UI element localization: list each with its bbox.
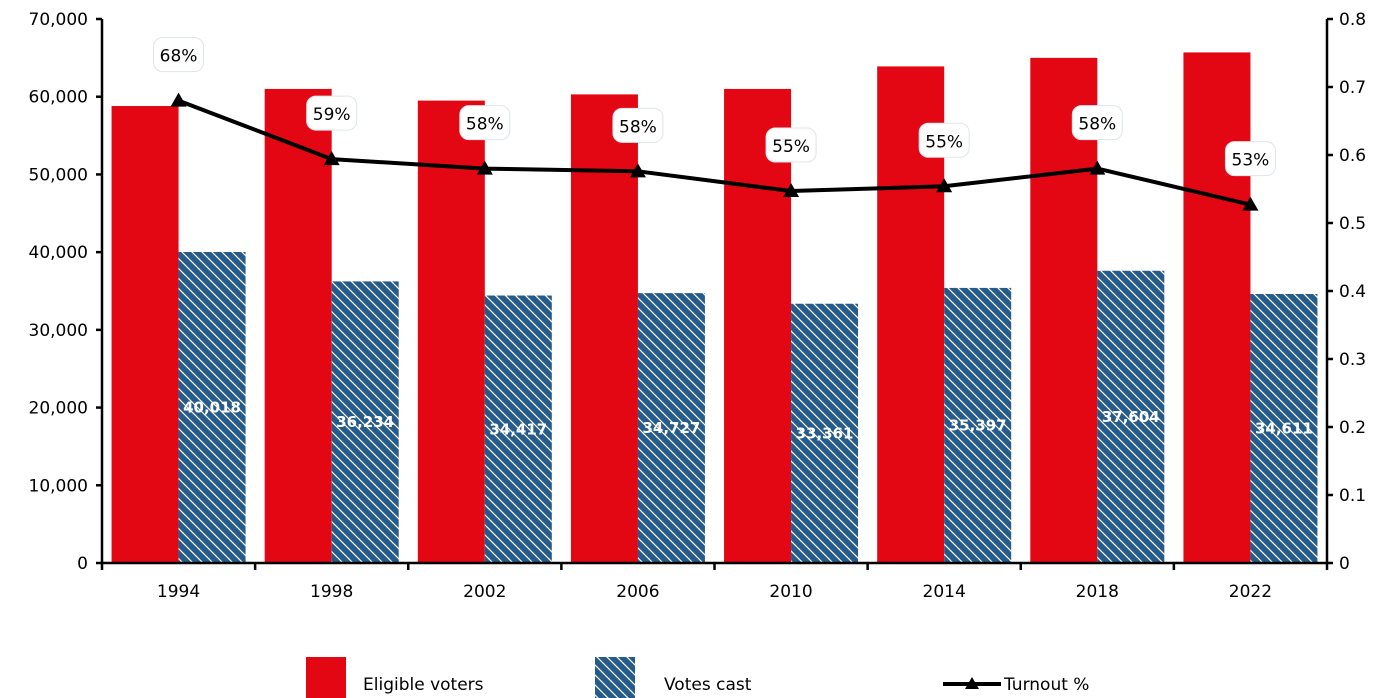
right-tick-label: 0.5	[1339, 214, 1366, 234]
x-tick-label: 1994	[157, 582, 200, 602]
turnout-data-label: 55%	[772, 137, 810, 157]
turnout-marker	[1242, 196, 1259, 211]
turnout-line	[177, 98, 1251, 207]
turnout-marker	[629, 163, 646, 178]
votes-cast-data-label: 37,604	[1102, 408, 1160, 426]
x-tick-label: 2018	[1076, 582, 1119, 602]
left-tick-label: 70,000	[29, 10, 88, 30]
left-tick-label: 50,000	[29, 165, 88, 185]
turnout-marker	[783, 183, 800, 198]
right-tick-label: 0.8	[1339, 10, 1366, 30]
legend-marker-turnout	[965, 677, 979, 689]
turnout-data-label: 68%	[160, 47, 198, 67]
votes-cast-bar	[637, 293, 705, 563]
votes-cast-data-label: 33,361	[796, 424, 854, 442]
eligible-voters-bar	[724, 88, 792, 563]
votes-cast-data-label: 36,234	[336, 413, 394, 431]
legend: Eligible voters Votes cast Turnout %	[306, 657, 1089, 698]
right-tick-label: 0.4	[1339, 282, 1366, 302]
turnout-data-label: 55%	[925, 132, 963, 152]
right-tick-label: 0.3	[1339, 350, 1366, 370]
x-tick-label: 2010	[769, 582, 812, 602]
votes-cast-bar	[178, 252, 246, 563]
eligible-voters-bar	[417, 100, 485, 563]
votes-cast-data-label: 34,727	[642, 419, 700, 437]
right-tick-label: 0	[1339, 554, 1350, 574]
votes-cast-bar	[1250, 294, 1318, 563]
left-tick-label: 30,000	[29, 321, 88, 341]
legend-swatch-votes	[595, 657, 635, 698]
votes-cast-data-label: 34,417	[489, 420, 547, 438]
x-tick-label: 2006	[616, 582, 659, 602]
turnout-data-label: 58%	[466, 115, 504, 135]
votes-cast-data-label: 35,397	[949, 416, 1007, 434]
left-tick-label: 60,000	[29, 88, 88, 108]
turnout-label-box	[306, 95, 358, 131]
votes-cast-bar	[331, 281, 399, 563]
eligible-voters-bar	[1183, 52, 1251, 563]
turnout-marker	[323, 151, 340, 166]
x-tick-label: 2022	[1229, 582, 1272, 602]
left-tick-label: 40,000	[29, 243, 88, 263]
axes-layer: 0 10,000 20,000 30,000 40,000 50,000 60,000 70,…	[29, 10, 1367, 602]
votes-cast-data-label: 40,018	[183, 399, 241, 417]
turnout-data-label: 59%	[313, 105, 351, 125]
turnout-data-label: 58%	[619, 117, 657, 137]
x-tick-label: 2002	[463, 582, 506, 602]
turnout-marker	[1089, 160, 1106, 175]
legend-label-votes: Votes cast	[664, 675, 752, 695]
eligible-voters-bar	[570, 94, 638, 563]
turnout-label-box	[1071, 105, 1123, 141]
turnout-label-box	[765, 127, 817, 163]
right-tick-label: 0.1	[1339, 486, 1366, 506]
right-tick-label: 0.6	[1339, 146, 1366, 166]
votes-cast-data-label: 34,611	[1255, 420, 1313, 438]
turnout-label-box	[918, 122, 970, 158]
bars-layer	[111, 52, 1318, 564]
votes-cast-bar	[944, 287, 1012, 563]
eligible-voters-bar	[111, 106, 179, 563]
turnout-marker	[476, 160, 493, 175]
votes-cast-bar	[1097, 270, 1165, 563]
left-tick-label: 0	[77, 554, 88, 574]
x-tick-label: 2014	[923, 582, 966, 602]
turnout-marker	[936, 178, 953, 193]
legend-label-eligible: Eligible voters	[363, 675, 484, 695]
right-tick-label: 0.2	[1339, 418, 1366, 438]
turnout-data-label: 58%	[1078, 115, 1116, 135]
turnout-marker	[170, 92, 187, 107]
right-tick-label: 0.7	[1339, 78, 1366, 98]
turnout-label-box	[1224, 141, 1276, 177]
legend-label-turnout: Turnout %	[1003, 675, 1089, 695]
turnout-data-label: 53%	[1232, 151, 1270, 171]
eligible-voters-bar	[1030, 57, 1098, 563]
left-tick-label: 20,000	[29, 399, 88, 419]
turnout-label-box	[153, 37, 205, 73]
votes-cast-bar	[484, 295, 552, 563]
turnout-label-box	[459, 105, 511, 141]
left-tick-label: 10,000	[29, 476, 88, 496]
turnout-line-layer: 68% 59% 58% 58% 55% 55% 58% 53%	[153, 37, 1276, 211]
votes-cast-bar	[791, 303, 859, 563]
x-tick-label: 1998	[310, 582, 353, 602]
bar-labels-layer: 40,018 36,234 34,417 34,727 33,361 35,397 37,6…	[183, 399, 1313, 443]
legend-swatch-eligible	[306, 657, 346, 698]
turnout-label-box	[612, 107, 664, 143]
eligible-voters-bar	[264, 88, 332, 563]
